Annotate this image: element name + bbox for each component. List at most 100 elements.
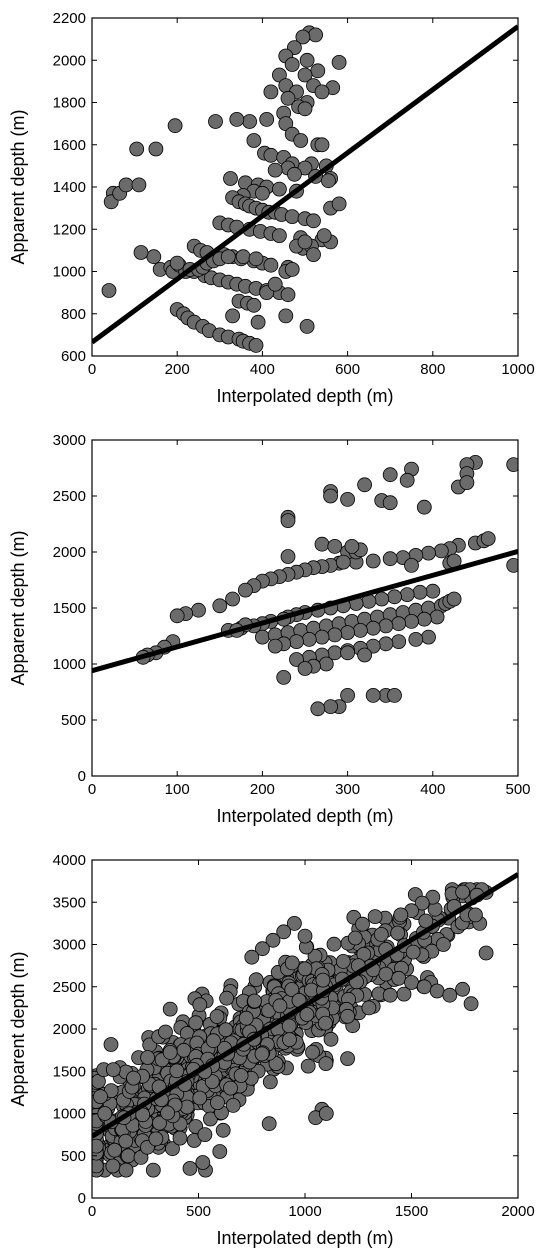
data-point xyxy=(416,611,432,627)
x-tick-label: 1000 xyxy=(288,1203,321,1220)
data-point xyxy=(459,475,475,490)
data-point xyxy=(433,543,449,559)
data-point xyxy=(271,181,287,197)
data-point xyxy=(215,1122,231,1138)
y-axis-label: Apparent depth (m) xyxy=(8,951,28,1106)
data-point xyxy=(318,656,334,672)
y-tick-label: 1800 xyxy=(53,95,86,112)
data-point xyxy=(267,162,283,178)
data-point xyxy=(254,629,270,645)
data-point xyxy=(120,1148,136,1164)
regression-line xyxy=(92,549,518,674)
data-point xyxy=(250,314,266,330)
x-tick-label: 200 xyxy=(250,781,275,798)
y-tick-label: 0 xyxy=(78,1190,86,1207)
data-point xyxy=(204,1074,220,1090)
data-point xyxy=(340,1008,356,1024)
data-point xyxy=(268,1056,284,1072)
data-point xyxy=(387,589,402,605)
data-point xyxy=(218,1022,234,1038)
data-point xyxy=(326,936,342,952)
data-point xyxy=(284,209,300,225)
y-axis-label: Apparent depth (m) xyxy=(8,530,28,685)
data-point xyxy=(195,1155,211,1170)
regression-line xyxy=(92,872,518,1139)
data-point xyxy=(188,1015,204,1031)
data-point xyxy=(315,972,331,988)
data-point xyxy=(382,495,398,511)
data-point xyxy=(297,928,313,944)
data-point xyxy=(263,147,279,163)
data-point xyxy=(295,29,311,45)
data-point xyxy=(331,196,347,212)
data-point xyxy=(299,1007,315,1022)
data-point xyxy=(235,249,251,265)
data-point xyxy=(103,1037,119,1052)
points-group xyxy=(92,882,494,1178)
points-group xyxy=(101,25,347,353)
y-tick-label: 2000 xyxy=(53,544,86,561)
data-point xyxy=(310,701,326,717)
data-point xyxy=(272,998,288,1014)
data-point xyxy=(280,90,296,106)
data-point xyxy=(317,1015,333,1031)
y-tick-label: 2000 xyxy=(53,52,86,69)
data-point xyxy=(158,1024,173,1040)
data-point xyxy=(248,972,264,988)
data-point xyxy=(280,513,296,528)
data-point xyxy=(97,1106,113,1121)
data-point xyxy=(202,1111,218,1127)
data-point xyxy=(93,1089,108,1105)
data-point xyxy=(289,634,304,650)
data-point xyxy=(404,557,419,573)
data-point xyxy=(506,558,518,573)
y-tick-label: 0 xyxy=(78,768,86,785)
data-point xyxy=(244,949,260,965)
data-point xyxy=(105,1062,121,1078)
data-point xyxy=(219,990,235,1006)
data-point xyxy=(208,114,223,129)
data-point xyxy=(280,287,296,303)
data-point xyxy=(261,1116,277,1132)
data-point xyxy=(299,318,315,334)
regression-line xyxy=(92,24,518,345)
y-tick-label: 2000 xyxy=(53,1021,86,1038)
data-point xyxy=(305,1044,320,1060)
data-point xyxy=(393,907,409,923)
data-point xyxy=(416,979,432,995)
data-point xyxy=(442,987,458,1003)
x-tick-label: 800 xyxy=(420,361,445,378)
data-point xyxy=(205,1033,221,1049)
data-point xyxy=(399,472,415,488)
y-tick-label: 3500 xyxy=(53,894,86,911)
data-point xyxy=(306,247,321,263)
data-point xyxy=(365,687,381,703)
data-point xyxy=(344,538,360,554)
data-point xyxy=(165,1141,180,1157)
data-point xyxy=(297,234,313,250)
data-point xyxy=(229,112,245,127)
data-point xyxy=(297,961,313,977)
data-point xyxy=(254,1046,270,1062)
x-tick-label: 0 xyxy=(88,1203,96,1220)
data-point xyxy=(373,927,389,942)
data-point xyxy=(225,591,241,607)
data-point xyxy=(404,613,419,629)
data-point xyxy=(212,598,228,614)
data-point xyxy=(293,133,309,148)
data-point xyxy=(238,1010,254,1026)
data-point xyxy=(418,913,434,929)
data-point xyxy=(374,591,390,607)
x-axis-label: Interpolated depth (m) xyxy=(216,806,393,826)
data-point xyxy=(297,101,313,117)
data-point xyxy=(254,185,270,201)
data-point xyxy=(212,1144,228,1159)
x-tick-label: 0 xyxy=(88,781,96,798)
data-point xyxy=(382,551,398,567)
data-point xyxy=(282,1032,297,1048)
y-tick-label: 1200 xyxy=(53,221,86,238)
x-tick-label: 100 xyxy=(165,781,190,798)
data-point xyxy=(223,171,238,186)
data-point xyxy=(361,1000,377,1016)
data-point xyxy=(318,1106,334,1121)
